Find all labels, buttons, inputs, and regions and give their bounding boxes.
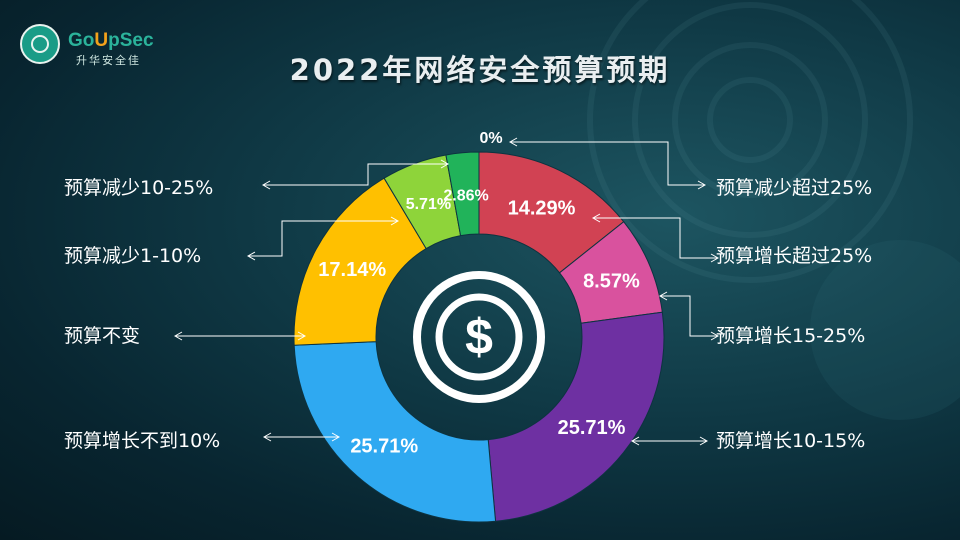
arrowhead	[591, 213, 601, 223]
dollar-icon: $	[413, 271, 545, 403]
logo-subtitle: 升华安全佳	[76, 54, 141, 67]
arrowhead	[508, 137, 518, 147]
pie-slice	[487, 311, 665, 522]
category-label: 预算增长15-25%	[716, 325, 865, 347]
chart-title: 2022年网络安全预算预期	[289, 53, 671, 87]
data-label: 25.71%	[558, 417, 626, 439]
pie-slice	[293, 341, 497, 523]
category-label: 预算不变	[64, 325, 140, 347]
leader-line	[660, 295, 718, 337]
arrowhead	[630, 436, 640, 446]
leader-line	[263, 163, 448, 186]
category-label: 预算增长10-15%	[716, 430, 865, 452]
data-label: 17.14%	[318, 259, 386, 281]
category-label: 预算减少1-10%	[64, 245, 201, 267]
arrowhead	[710, 253, 720, 263]
arrowhead	[699, 436, 709, 446]
arrowhead	[440, 159, 450, 169]
logo-wordmark: GoUpSec	[68, 30, 154, 51]
arrowhead	[710, 331, 720, 341]
category-label: 预算增长超过25%	[716, 245, 872, 267]
leader-line	[593, 217, 718, 259]
arrowhead	[331, 432, 341, 442]
data-label: 8.57%	[583, 270, 640, 292]
logo-badge-icon	[20, 24, 60, 64]
data-label: 2.86%	[443, 188, 488, 205]
leader-line	[510, 141, 705, 186]
arrowhead	[297, 331, 307, 341]
data-label: 0%	[479, 130, 502, 147]
arrowhead	[261, 180, 271, 190]
data-label: 14.29%	[508, 197, 576, 219]
arrowhead	[697, 180, 707, 190]
arrowhead	[246, 251, 256, 261]
arrowhead	[262, 432, 272, 442]
pie-slice	[445, 151, 480, 237]
category-label: 预算减少超过25%	[716, 177, 872, 199]
arrowhead	[173, 331, 183, 341]
arrowhead	[658, 291, 668, 301]
goupsec-logo: GoUpSec 升华安全佳	[20, 24, 180, 74]
category-label: 预算减少10-25%	[64, 177, 213, 199]
leader-line	[248, 220, 398, 257]
data-label: 25.71%	[350, 435, 418, 457]
data-label: 5.71%	[406, 196, 451, 213]
svg-text:$: $	[465, 309, 493, 365]
category-label: 预算增长不到10%	[64, 430, 220, 452]
arrowhead	[390, 216, 400, 226]
